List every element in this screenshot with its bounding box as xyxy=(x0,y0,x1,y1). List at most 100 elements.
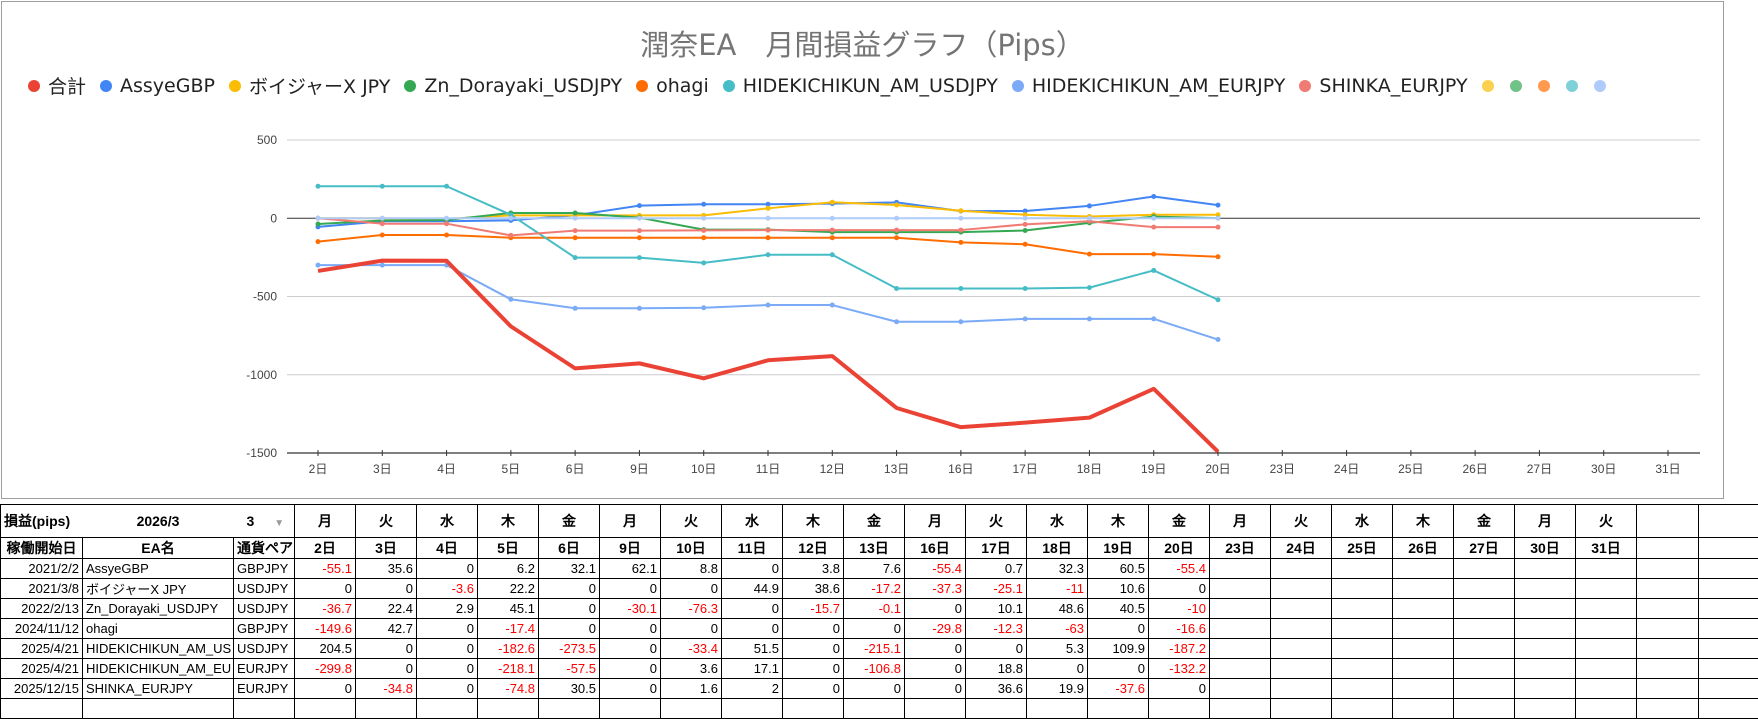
pips-cell[interactable]: -57.5 xyxy=(539,659,600,679)
pips-cell[interactable]: -187.2 xyxy=(1149,639,1210,659)
pips-cell[interactable]: 0 xyxy=(295,679,356,699)
pips-cell[interactable] xyxy=(1637,679,1699,699)
pips-cell[interactable] xyxy=(1699,619,1758,639)
pips-cell[interactable]: 51.5 xyxy=(722,639,783,659)
pips-cell[interactable] xyxy=(1149,699,1210,719)
pips-cell[interactable]: 0 xyxy=(722,599,783,619)
pips-cell[interactable]: 0 xyxy=(844,619,905,639)
pips-cell[interactable]: 32.3 xyxy=(1027,559,1088,579)
pips-cell[interactable] xyxy=(1699,599,1758,619)
pips-cell[interactable]: 0.7 xyxy=(966,559,1027,579)
pips-cell[interactable]: 0 xyxy=(905,659,966,679)
pips-cell[interactable]: -149.6 xyxy=(295,619,356,639)
pips-cell[interactable]: 44.9 xyxy=(722,579,783,599)
month-select-dropdown[interactable]: 3▼ xyxy=(234,505,295,538)
currency-pair-cell[interactable]: GBPJPY xyxy=(234,559,295,579)
pips-cell[interactable] xyxy=(1699,679,1758,699)
ea-name-cell[interactable]: HIDEKICHIKUN_AM_EU xyxy=(83,659,234,679)
pips-cell[interactable]: 0 xyxy=(1088,659,1149,679)
pips-cell[interactable] xyxy=(1454,559,1515,579)
pips-cell[interactable]: 36.6 xyxy=(966,679,1027,699)
start-date-cell[interactable]: 2025/12/15 xyxy=(1,679,83,699)
pips-cell[interactable]: 0 xyxy=(600,579,661,599)
currency-pair-cell[interactable]: EURJPY xyxy=(234,659,295,679)
pips-cell[interactable] xyxy=(1271,619,1332,639)
pips-cell[interactable]: 0 xyxy=(661,619,722,639)
pips-cell[interactable] xyxy=(1454,699,1515,719)
ea-name-cell[interactable]: ボイジャーX JPY xyxy=(83,579,234,599)
pips-cell[interactable] xyxy=(539,699,600,719)
pips-cell[interactable] xyxy=(1271,679,1332,699)
currency-pair-cell[interactable]: USDJPY xyxy=(234,639,295,659)
pips-cell[interactable]: 8.8 xyxy=(661,559,722,579)
pips-cell[interactable] xyxy=(1699,639,1758,659)
pips-cell[interactable] xyxy=(722,699,783,719)
pips-cell[interactable] xyxy=(1393,579,1454,599)
pips-cell[interactable]: 17.1 xyxy=(722,659,783,679)
pips-cell[interactable]: 0 xyxy=(600,619,661,639)
pips-cell[interactable] xyxy=(1210,559,1271,579)
pips-cell[interactable] xyxy=(1637,619,1699,639)
pips-cell[interactable]: 0 xyxy=(1149,579,1210,599)
pips-cell[interactable] xyxy=(1576,619,1637,639)
pips-cell[interactable]: 5.3 xyxy=(1027,639,1088,659)
pips-cell[interactable] xyxy=(1637,579,1699,599)
pips-cell[interactable]: -10 xyxy=(1149,599,1210,619)
pips-cell[interactable]: -74.8 xyxy=(478,679,539,699)
pips-cell[interactable] xyxy=(1576,699,1637,719)
pips-cell[interactable] xyxy=(1637,559,1699,579)
currency-pair-cell[interactable] xyxy=(234,699,295,719)
pips-cell[interactable]: -215.1 xyxy=(844,639,905,659)
pips-cell[interactable] xyxy=(1332,579,1393,599)
pips-cell[interactable] xyxy=(1576,639,1637,659)
pips-cell[interactable]: 0 xyxy=(783,679,844,699)
pips-cell[interactable]: 0 xyxy=(600,659,661,679)
pips-cell[interactable] xyxy=(1271,599,1332,619)
pips-cell[interactable]: 0 xyxy=(783,659,844,679)
pips-cell[interactable]: -12.3 xyxy=(966,619,1027,639)
pips-cell[interactable]: 10.6 xyxy=(1088,579,1149,599)
currency-pair-cell[interactable]: EURJPY xyxy=(234,679,295,699)
pips-cell[interactable]: -37.6 xyxy=(1088,679,1149,699)
pips-cell[interactable]: -218.1 xyxy=(478,659,539,679)
pips-cell[interactable]: -182.6 xyxy=(478,639,539,659)
pips-cell[interactable] xyxy=(1393,699,1454,719)
pips-cell[interactable] xyxy=(1699,559,1758,579)
pips-cell[interactable] xyxy=(783,699,844,719)
pips-cell[interactable] xyxy=(478,699,539,719)
pips-cell[interactable] xyxy=(417,699,478,719)
pips-cell[interactable] xyxy=(1027,699,1088,719)
pips-cell[interactable] xyxy=(1576,559,1637,579)
pips-cell[interactable] xyxy=(844,699,905,719)
ea-name-cell[interactable]: AssyeGBP xyxy=(83,559,234,579)
pips-cell[interactable] xyxy=(1271,659,1332,679)
pips-cell[interactable]: 0 xyxy=(356,579,417,599)
pips-cell[interactable] xyxy=(1332,599,1393,619)
pips-cell[interactable]: 19.9 xyxy=(1027,679,1088,699)
start-date-cell[interactable]: 2021/2/2 xyxy=(1,559,83,579)
pips-cell[interactable]: 0 xyxy=(417,619,478,639)
start-date-cell[interactable]: 2024/11/12 xyxy=(1,619,83,639)
pips-cell[interactable] xyxy=(1332,679,1393,699)
pips-cell[interactable] xyxy=(356,699,417,719)
pips-cell[interactable]: -55.4 xyxy=(1149,559,1210,579)
pips-cell[interactable]: -76.3 xyxy=(661,599,722,619)
pips-cell[interactable]: 22.2 xyxy=(478,579,539,599)
pips-cell[interactable]: 60.5 xyxy=(1088,559,1149,579)
pips-cell[interactable]: 0 xyxy=(600,679,661,699)
pips-cell[interactable] xyxy=(661,699,722,719)
pips-cell[interactable] xyxy=(1454,679,1515,699)
pips-cell[interactable] xyxy=(1210,639,1271,659)
pips-cell[interactable]: 22.4 xyxy=(356,599,417,619)
ea-name-cell[interactable]: SHINKA_EURJPY xyxy=(83,679,234,699)
pips-cell[interactable]: -36.7 xyxy=(295,599,356,619)
pips-cell[interactable]: 0 xyxy=(1088,619,1149,639)
pips-cell[interactable] xyxy=(1637,599,1699,619)
pips-cell[interactable]: 0 xyxy=(417,659,478,679)
pips-cell[interactable]: 0 xyxy=(783,619,844,639)
pips-cell[interactable]: -0.1 xyxy=(844,599,905,619)
pips-cell[interactable]: 2 xyxy=(722,679,783,699)
ea-name-cell[interactable]: Zn_Dorayaki_USDJPY xyxy=(83,599,234,619)
start-date-cell[interactable]: 2025/4/21 xyxy=(1,659,83,679)
pips-cell[interactable] xyxy=(1088,699,1149,719)
